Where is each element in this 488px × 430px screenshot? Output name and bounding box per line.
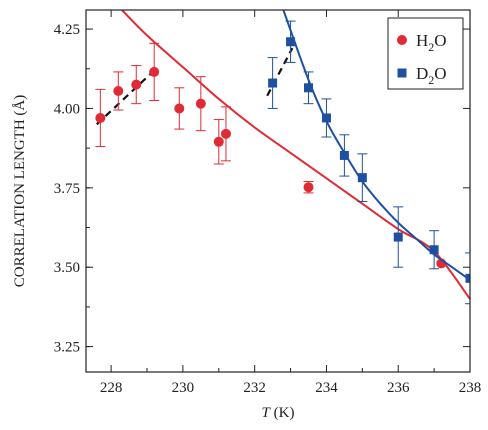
legend-label-d2o: D2O [416,64,447,87]
data-point-h2o [149,66,160,77]
legend-label-h2o: H2O [416,31,447,54]
x-tick-label: 230 [172,380,195,396]
plot-area [95,10,470,305]
fit-curve-d2o [282,10,470,281]
data-point-h2o [303,182,314,193]
x-tick-label: 234 [315,380,338,396]
y-tick-label: 3.50 [54,260,80,276]
data-point-h2o [195,98,206,109]
x-axis-title-unit: (K) [270,405,295,421]
fit-curve-h2o [121,10,470,300]
data-point-d2o [465,273,470,283]
data-point-d2o [393,232,403,242]
series-h2o [95,10,470,300]
y-tick-label: 3.25 [54,340,80,356]
dashed-line-d2o [266,47,294,97]
data-point-h2o [213,136,224,147]
data-point-d2o [304,83,314,93]
data-point-d2o [321,113,331,123]
data-point-d2o [429,245,439,255]
data-point-h2o [174,103,185,114]
plot-frame [85,9,471,373]
data-point-d2o [339,150,349,160]
y-tick-label: 4.25 [54,22,80,38]
x-tick-label: 236 [387,380,410,396]
x-tick-label: 228 [100,380,123,396]
x-tick-label: 232 [243,380,266,396]
y-axis-title: CORRELATION LENGTH (Å) [12,95,28,287]
y-tick-label: 4.00 [54,101,80,117]
data-point-h2o [95,112,106,123]
x-tick-label: 238 [459,380,482,396]
x-axis-title: T (K) [262,405,295,421]
data-point-d2o [357,173,367,183]
data-point-h2o [113,85,124,96]
data-point-d2o [268,78,278,88]
data-point-d2o [286,37,296,47]
data-point-h2o [220,128,231,139]
data-point-h2o [131,79,142,90]
x-axis-title-variable: T [262,405,272,421]
legend-marker-d2o [397,68,407,78]
dashed-line-h2o [96,66,159,126]
legend-marker-h2o [397,35,407,45]
series-d2o [266,10,470,305]
y-tick-label: 3.75 [54,181,80,197]
